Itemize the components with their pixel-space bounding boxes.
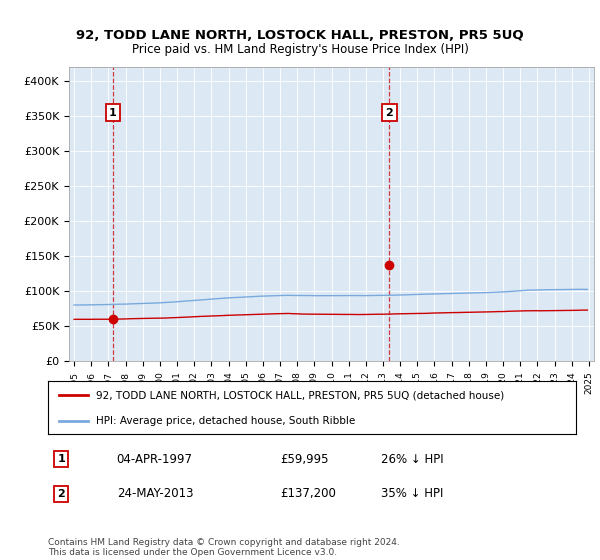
Text: 26% ↓ HPI: 26% ↓ HPI [380, 452, 443, 465]
Text: 24-MAY-2013: 24-MAY-2013 [116, 487, 193, 500]
Text: Contains HM Land Registry data © Crown copyright and database right 2024.
This d: Contains HM Land Registry data © Crown c… [48, 538, 400, 557]
Text: 2: 2 [58, 489, 65, 499]
Text: Price paid vs. HM Land Registry's House Price Index (HPI): Price paid vs. HM Land Registry's House … [131, 43, 469, 56]
Text: £59,995: £59,995 [280, 452, 329, 465]
Text: 92, TODD LANE NORTH, LOSTOCK HALL, PRESTON, PR5 5UQ (detached house): 92, TODD LANE NORTH, LOSTOCK HALL, PREST… [95, 390, 504, 400]
Text: 92, TODD LANE NORTH, LOSTOCK HALL, PRESTON, PR5 5UQ: 92, TODD LANE NORTH, LOSTOCK HALL, PREST… [76, 29, 524, 42]
Text: 1: 1 [109, 108, 116, 118]
Text: HPI: Average price, detached house, South Ribble: HPI: Average price, detached house, Sout… [95, 416, 355, 426]
Text: 1: 1 [58, 454, 65, 464]
Text: £137,200: £137,200 [280, 487, 336, 500]
Text: 2: 2 [386, 108, 394, 118]
Text: 35% ↓ HPI: 35% ↓ HPI [380, 487, 443, 500]
Text: 04-APR-1997: 04-APR-1997 [116, 452, 193, 465]
